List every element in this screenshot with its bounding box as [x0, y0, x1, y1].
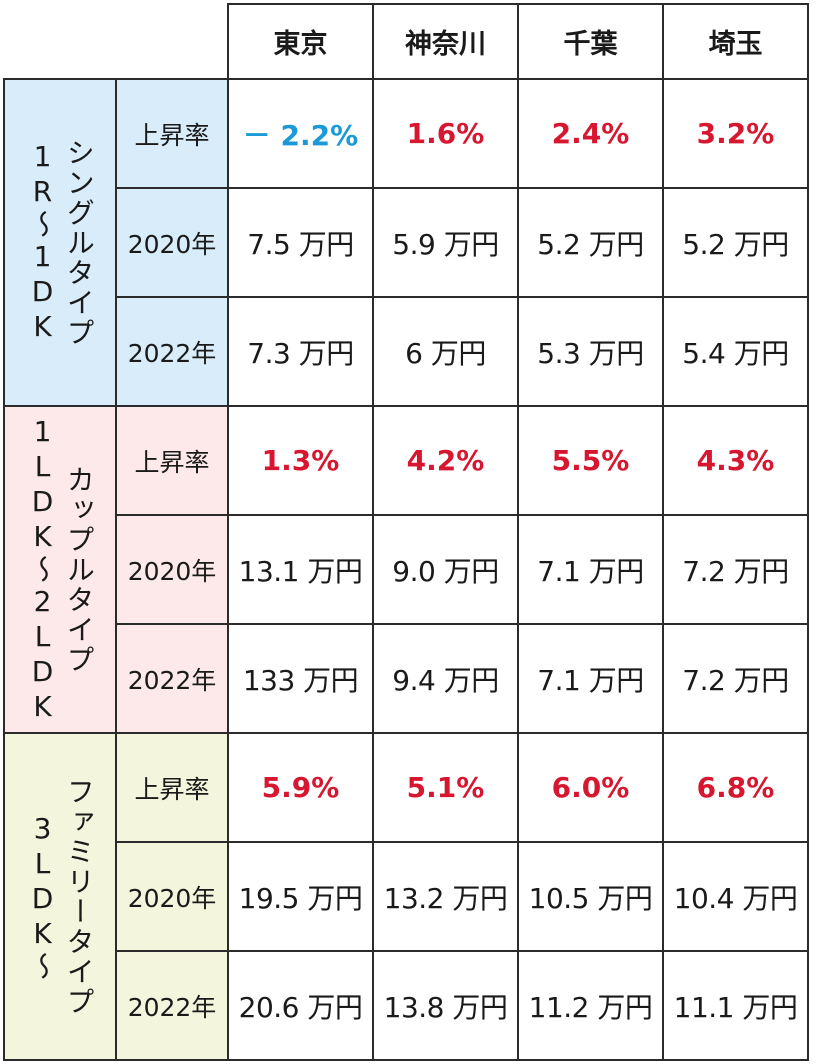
- group-layout-range: 1R～1DK: [26, 140, 59, 345]
- row-label: 2022年: [115, 623, 229, 734]
- rate-value: 6.8%: [662, 732, 809, 843]
- rent-value: 11.2 万円: [517, 950, 664, 1061]
- group-label-couple: カップルタイプ 1LDK～2LDK: [3, 405, 117, 734]
- rent-value: 10.5 万円: [517, 841, 664, 952]
- table-row: 2022年 20.6 万円 13.8 万円 11.2 万円 11.1 万円: [4, 950, 809, 1061]
- rent-value: 5.3 万円: [517, 296, 664, 407]
- rent-value: 9.4 万円: [372, 623, 519, 734]
- rent-value: 5.2 万円: [517, 187, 664, 298]
- group-label-family: ファミリータイプ 3LDK～: [3, 732, 117, 1061]
- rate-value: 4.3%: [662, 405, 809, 516]
- group-label-single: シングルタイプ 1R～1DK: [3, 78, 117, 407]
- rent-value: 6 万円: [372, 296, 519, 407]
- col-header-chiba: 千葉: [517, 3, 664, 80]
- row-label: 2020年: [115, 514, 229, 625]
- group-layout-range: 1LDK～2LDK: [26, 414, 59, 725]
- rent-value: 7.5 万円: [227, 187, 374, 298]
- rent-value: 19.5 万円: [227, 841, 374, 952]
- rent-value: 5.4 万円: [662, 296, 809, 407]
- rent-value: 7.2 万円: [662, 623, 809, 734]
- rate-value: 3.2%: [662, 78, 809, 189]
- rent-value: 13.8 万円: [372, 950, 519, 1061]
- rent-value: 7.3 万円: [227, 296, 374, 407]
- rate-value: 1.3%: [227, 405, 374, 516]
- rate-value: 4.2%: [372, 405, 519, 516]
- rate-value: 5.1%: [372, 732, 519, 843]
- rent-comparison-table: 東京 神奈川 千葉 埼玉 シングルタイプ 1R～1DK 上昇率 － 2.2% 1…: [3, 3, 809, 1061]
- rent-value: 133 万円: [227, 623, 374, 734]
- header-row: 東京 神奈川 千葉 埼玉: [4, 3, 809, 80]
- group-type-name: カップルタイプ: [62, 464, 96, 675]
- row-label: 2020年: [115, 187, 229, 298]
- corner-cell: [4, 4, 229, 80]
- rate-value: － 2.2%: [227, 78, 374, 189]
- col-header-tokyo: 東京: [227, 3, 374, 80]
- rent-value: 5.2 万円: [662, 187, 809, 298]
- rent-value: 11.1 万円: [662, 950, 809, 1061]
- rate-value: 2.4%: [517, 78, 664, 189]
- table-row: カップルタイプ 1LDK～2LDK 上昇率 1.3% 4.2% 5.5% 4.3…: [3, 405, 809, 734]
- col-header-kanagawa: 神奈川: [372, 3, 519, 80]
- row-label: 上昇率: [115, 732, 229, 843]
- rent-value: 7.1 万円: [517, 514, 664, 625]
- rate-value: 5.9%: [227, 732, 374, 843]
- row-label: 2020年: [115, 841, 229, 952]
- rent-value: 13.1 万円: [227, 514, 374, 625]
- rent-value: 13.2 万円: [372, 841, 519, 952]
- rent-value: 20.6 万円: [227, 950, 374, 1061]
- group-type-name: シングルタイプ: [62, 137, 96, 348]
- row-label: 上昇率: [115, 78, 229, 189]
- row-label: 2022年: [115, 950, 229, 1061]
- rent-value: 9.0 万円: [372, 514, 519, 625]
- rate-value: 6.0%: [517, 732, 664, 843]
- row-label: 上昇率: [115, 405, 229, 516]
- group-type-name: ファミリータイプ: [62, 776, 96, 1017]
- table-row: ファミリータイプ 3LDK～ 上昇率 5.9% 5.1% 6.0% 6.8%: [3, 732, 809, 1061]
- rate-value: 5.5%: [517, 405, 664, 516]
- rent-value: 10.4 万円: [662, 841, 809, 952]
- rent-value: 5.9 万円: [372, 187, 519, 298]
- table-row: シングルタイプ 1R～1DK 上昇率 － 2.2% 1.6% 2.4% 3.2%: [3, 78, 809, 407]
- col-header-saitama: 埼玉: [662, 3, 809, 80]
- table-row: 2020年 13.1 万円 9.0 万円 7.1 万円 7.2 万円: [4, 514, 809, 625]
- row-label: 2022年: [115, 296, 229, 407]
- table-row: 2022年 7.3 万円 6 万円 5.3 万円 5.4 万円: [4, 296, 809, 407]
- table-row: 2020年 7.5 万円 5.9 万円 5.2 万円 5.2 万円: [4, 187, 809, 298]
- rent-value: 7.2 万円: [662, 514, 809, 625]
- group-layout-range: 3LDK～: [26, 811, 59, 982]
- rate-value: 1.6%: [372, 78, 519, 189]
- table-row: 2022年 133 万円 9.4 万円 7.1 万円 7.2 万円: [4, 623, 809, 734]
- rent-value: 7.1 万円: [517, 623, 664, 734]
- table-row: 2020年 19.5 万円 13.2 万円 10.5 万円 10.4 万円: [4, 841, 809, 952]
